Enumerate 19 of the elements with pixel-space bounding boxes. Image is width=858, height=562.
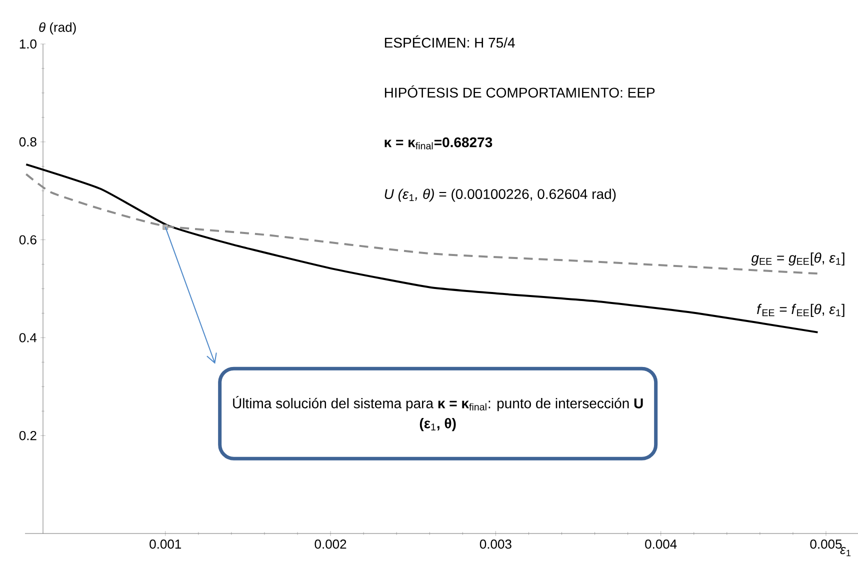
text: f$_{EE}$ = f$_{EE}$[θ, ε$_{1}$] [757,304,844,317]
y-tick-label: 0.8 [19,137,36,146]
x-tick-label: 0.001 [150,540,182,549]
x-tick-label: 0.005 [810,540,842,549]
y-axis-title: θ (rad) [39,22,76,34]
text: Última solución del sistema para κ = κ$_{final}$: punto de intersección U (ε$_{1}$, θ) [233,396,643,432]
x-tick-label: 0.004 [645,540,677,549]
annotation: HIPÓTESIS DE COMPORTAMIENTO: EEP [384,85,655,98]
annotation: U (ε$_{1}$, θ) = (0.00100226, 0.62604 rad) [384,188,616,202]
y-tick-label: 1.0 [20,39,36,49]
annotation: κ = κ$_{final}$=0.68273 [384,137,492,150]
y-tick-label: 0.4 [19,333,37,342]
text: g$_{EE}$ = g$_{EE}$[θ, ε$_{1}$] [751,252,844,266]
x-tick-label: 0.002 [314,540,346,549]
annotation: ESPÉCIMEN: H 75/4 [384,35,515,48]
y-tick-label: 0.6 [19,235,36,244]
y-tick-label: 0.2 [19,430,36,440]
x-axis-title: ε$_{1}$ [840,547,851,556]
x-tick-label: 0.003 [480,540,512,549]
